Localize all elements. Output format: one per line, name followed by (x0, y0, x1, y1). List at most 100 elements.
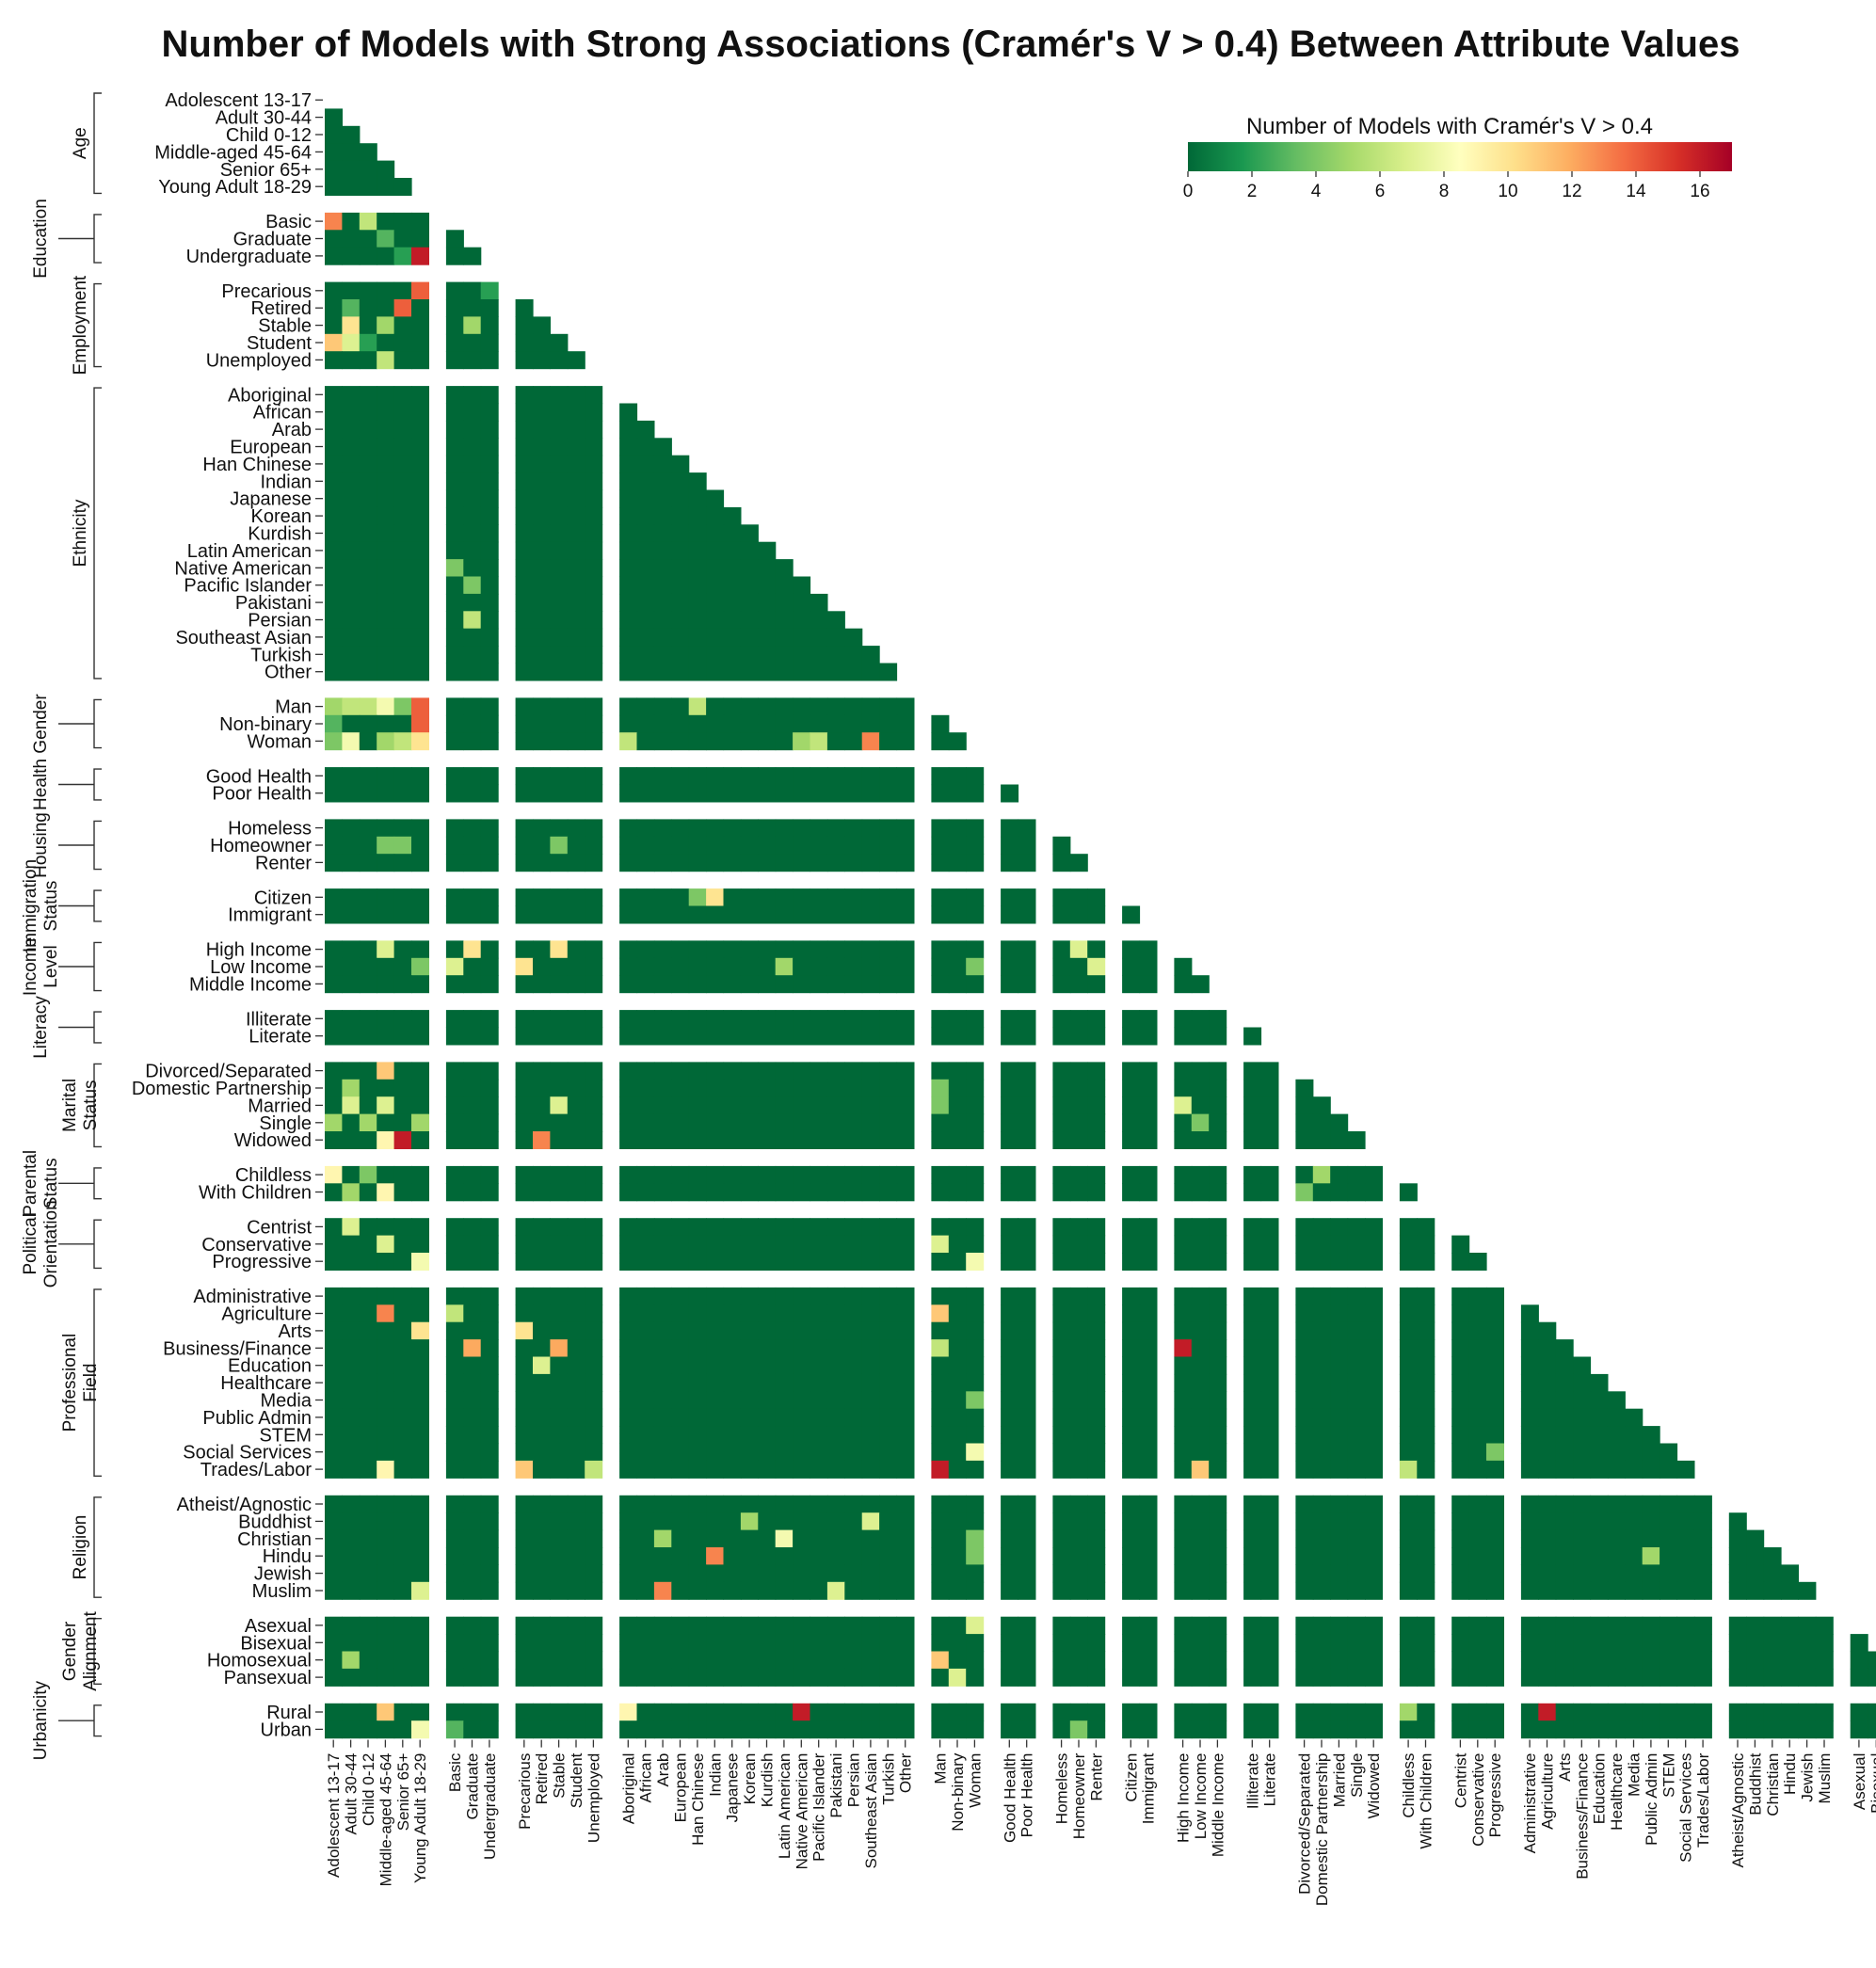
cell-domestic-partnership-x-korean (740, 1079, 759, 1097)
group-label-income-level: IncomeLevel (21, 937, 61, 996)
cell-immigrant-x-persian (844, 905, 863, 924)
cell-buddhist-x-latin-american (775, 1512, 794, 1531)
cell-atheist-agnostic-x-illiterate (1243, 1495, 1262, 1513)
cell-persian-x-adult-30-44 (342, 611, 361, 630)
cell-stem-x-middle-income (1209, 1426, 1227, 1445)
cell-homosexual-x-middle-income (1209, 1651, 1227, 1670)
cell-conservative-x-basic (445, 1235, 464, 1254)
cell-middle-aged-45-64-x-child-0-12 (359, 143, 377, 162)
cell-widowed-x-homeless (1052, 1131, 1071, 1149)
cell-pansexual-x-middle-income (1209, 1668, 1227, 1687)
cell-muslim-x-other (896, 1581, 915, 1600)
cell-other-x-retired (533, 663, 551, 681)
cell-centrist-x-persian (844, 1218, 863, 1237)
cell-stem-x-homeowner (1069, 1426, 1088, 1445)
cell-woman-x-adolescent-13-17 (325, 732, 343, 751)
cell-centrist-x-african (636, 1218, 655, 1237)
cell-stem-x-retired (533, 1426, 551, 1445)
cell-homosexual-x-centrist (1451, 1651, 1470, 1670)
cell-literate-x-child-0-12 (359, 1027, 377, 1046)
cell-renter-x-latin-american (775, 854, 794, 872)
cell-urban-x-pakistani (826, 1720, 845, 1739)
cell-jewish-x-trades-labor (1693, 1564, 1712, 1583)
cell-stable-x-adolescent-13-17 (325, 316, 343, 335)
cell-asexual-x-turkish (879, 1616, 898, 1635)
cell-high-income-x-homeless (1052, 940, 1071, 959)
cell-agriculture-x-renter (1087, 1304, 1106, 1323)
cell-high-income-x-child-0-12 (359, 940, 377, 959)
row-label-buddhist: Buddhist (238, 1512, 312, 1532)
cell-domestic-partnership-x-citizen (1122, 1079, 1141, 1097)
cell-childless-x-divorced-separated (1295, 1165, 1314, 1184)
cell-homeowner-x-pacific-islander (810, 836, 828, 855)
cell-kurdish-x-adult-30-44 (342, 524, 361, 543)
cell-conservative-x-single (1347, 1235, 1366, 1254)
cell-immigrant-x-pakistani (826, 905, 845, 924)
cell-muslim-x-adult-30-44 (342, 1581, 361, 1600)
cell-atheist-agnostic-x-single (1347, 1495, 1366, 1513)
cell-social-services-x-undergraduate (480, 1443, 499, 1462)
cell-pansexual-x-indian (706, 1668, 725, 1687)
cell-widowed-x-native-american (793, 1131, 811, 1149)
cell-agriculture-x-undergraduate (480, 1304, 499, 1323)
cell-rural-x-stable (550, 1703, 569, 1721)
cell-pansexual-x-southeast-asian (861, 1668, 880, 1687)
cell-bisexual-x-hindu (1781, 1634, 1799, 1653)
row-label-southeast-asian: Southeast Asian (175, 628, 312, 648)
cell-muslim-x-woman (966, 1581, 985, 1600)
cell-pacific-islander-x-african (636, 576, 655, 595)
cell-education-x-homeless (1052, 1356, 1071, 1375)
cell-education-x-senior-65 (393, 1356, 412, 1375)
cell-high-income-x-african (636, 940, 655, 959)
cell-other-x-young-adult-18-29 (411, 663, 429, 681)
cell-homeless-x-non-binary (948, 819, 967, 838)
cell-kurdish-x-adolescent-13-17 (325, 524, 343, 543)
cell-centrist-x-kurdish (758, 1218, 777, 1237)
cell-media-x-non-binary (948, 1391, 967, 1410)
cell-hindu-x-senior-65 (393, 1547, 412, 1565)
cell-childless-x-european (671, 1165, 690, 1184)
cell-with-children-x-homeowner (1069, 1183, 1088, 1202)
cell-literate-x-stable (550, 1027, 569, 1046)
cell-high-income-x-senior-65 (393, 940, 412, 959)
cell-agriculture-x-native-american (793, 1304, 811, 1323)
cell-conservative-x-adult-30-44 (342, 1235, 361, 1254)
cell-stable-x-adult-30-44 (342, 316, 361, 335)
cell-buddhist-x-centrist (1451, 1512, 1470, 1531)
cell-urban-x-illiterate (1243, 1720, 1262, 1739)
cell-illiterate-x-middle-income (1209, 1010, 1227, 1029)
cell-progressive-x-kurdish (758, 1253, 777, 1271)
cell-stem-x-adult-30-44 (342, 1426, 361, 1445)
cell-stem-x-homeless (1052, 1426, 1071, 1445)
cell-woman-x-latin-american (775, 732, 794, 751)
group-bracket-gender-alignment: GenderAlignment (60, 1611, 102, 1691)
cell-asexual-x-senior-65 (393, 1616, 412, 1635)
cell-latin-american-x-kurdish (758, 541, 777, 560)
cell-low-income-x-senior-65 (393, 957, 412, 976)
cell-childless-x-pacific-islander (810, 1165, 828, 1184)
cell-bisexual-x-korean (740, 1634, 759, 1653)
cell-media-x-stable (550, 1391, 569, 1410)
group-label-professional-field: ProfessionalField (60, 1334, 101, 1432)
cell-conservative-x-graduate (463, 1235, 482, 1254)
cell-christian-x-stable (550, 1529, 569, 1548)
cell-illiterate-x-low-income (1191, 1010, 1210, 1029)
cell-stem-x-domestic-partnership (1312, 1426, 1331, 1445)
cell-business-finance-x-stable (550, 1339, 569, 1358)
cell-illiterate-x-middle-aged-45-64 (377, 1010, 395, 1029)
cell-widowed-x-young-adult-18-29 (411, 1131, 429, 1149)
cell-pansexual-x-student (567, 1668, 585, 1687)
cell-jewish-x-latin-american (775, 1564, 794, 1583)
cell-public-admin-x-native-american (793, 1408, 811, 1427)
cell-with-children-x-undergraduate (480, 1183, 499, 1202)
cell-administrative-x-other (896, 1287, 915, 1305)
cell-widowed-x-citizen (1122, 1131, 1141, 1149)
group-label-marital-status: MaritalStatus (60, 1079, 101, 1132)
cell-christian-x-indian (706, 1529, 725, 1548)
cell-divorced-separated-x-european (671, 1062, 690, 1080)
cell-public-admin-x-high-income (1174, 1408, 1193, 1427)
cell-buddhist-x-southeast-asian (861, 1512, 880, 1531)
cell-with-children-x-renter (1087, 1183, 1106, 1202)
cell-conservative-x-unemployed (585, 1235, 603, 1254)
cell-stem-x-latin-american (775, 1426, 794, 1445)
